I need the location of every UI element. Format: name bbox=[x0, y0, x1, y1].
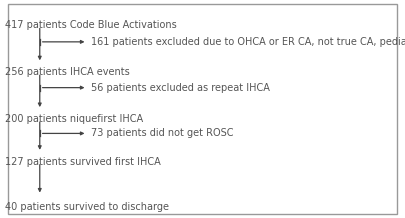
Text: 417 patients Code Blue Activations: 417 patients Code Blue Activations bbox=[5, 20, 177, 31]
Text: 161 patients excluded due to OHCA or ER CA, not true CA, pediaticCA, or DNAR: 161 patients excluded due to OHCA or ER … bbox=[92, 37, 405, 47]
Text: 256 patients IHCA events: 256 patients IHCA events bbox=[5, 67, 130, 77]
Text: 200 patients niquefirst IHCA: 200 patients niquefirst IHCA bbox=[5, 114, 143, 124]
Text: 127 patients survived first IHCA: 127 patients survived first IHCA bbox=[5, 157, 161, 167]
Text: 73 patients did not get ROSC: 73 patients did not get ROSC bbox=[92, 128, 234, 138]
Text: 40 patients survived to discharge: 40 patients survived to discharge bbox=[5, 202, 169, 212]
Text: 56 patients excluded as repeat IHCA: 56 patients excluded as repeat IHCA bbox=[92, 83, 270, 93]
